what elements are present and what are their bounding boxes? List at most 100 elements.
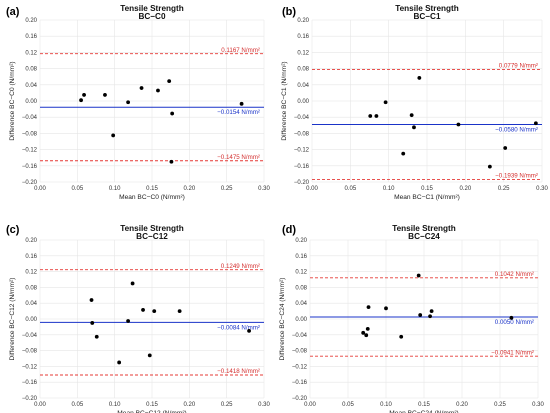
y-tick-label: 0.16	[295, 254, 307, 260]
grid-lines	[39, 19, 265, 183]
y-tick-label: 0.00	[25, 317, 37, 323]
data-point	[94, 334, 99, 339]
y-tick-label: 0.08	[297, 67, 309, 73]
x-tick-label: 0.25	[498, 186, 510, 192]
grid-lines	[309, 239, 539, 399]
data-point	[156, 88, 160, 93]
y-tick-label: −0.12	[294, 148, 310, 154]
x-tick-label: 0.15	[418, 402, 430, 408]
y-tick-label: −0.04	[22, 115, 38, 121]
x-tick-label: 0.25	[494, 402, 506, 408]
data-point	[239, 101, 244, 106]
y-tick-label: −0.16	[292, 380, 308, 386]
data-point	[89, 298, 94, 302]
y-tick-label: −0.16	[22, 380, 38, 386]
x-tick-label: 0.00	[304, 402, 316, 408]
chart-title: Tensile Strength	[120, 4, 184, 13]
data-point	[139, 86, 144, 90]
y-axis-label: Difference BC−C1 (N/mm²)	[281, 61, 288, 140]
chart-title: Tensile Strength	[120, 224, 184, 233]
panel-label: (b)	[282, 6, 296, 18]
data-point	[126, 319, 131, 323]
data-point	[130, 281, 135, 286]
x-tick-label: 0.25	[221, 186, 233, 192]
data-point	[90, 321, 95, 325]
y-tick-label: 0.20	[295, 238, 307, 244]
y-tick-label: −0.12	[22, 148, 38, 154]
data-point	[167, 79, 172, 84]
y-tick-label: 0.00	[297, 99, 309, 105]
data-point	[417, 76, 422, 80]
data-point	[147, 353, 152, 358]
data-point	[364, 333, 369, 338]
panel-label: (d)	[282, 224, 296, 236]
x-tick-label: 0.20	[456, 402, 468, 408]
y-tick-label: 0.20	[297, 18, 309, 24]
x-tick-label: 0.30	[258, 402, 270, 408]
x-tick-label: 0.10	[109, 186, 121, 192]
y-tick-label: −0.04	[292, 333, 308, 339]
data-point	[374, 114, 379, 118]
data-point	[456, 122, 461, 127]
x-tick-label: 0.30	[258, 186, 270, 192]
mean-difference-label: −0.0154 N/mm²	[217, 109, 260, 116]
y-tick-label: 0.12	[295, 270, 307, 276]
y-tick-label: −0.04	[22, 333, 38, 339]
y-tick-label: 0.04	[25, 301, 37, 307]
data-point	[103, 93, 107, 97]
data-point	[509, 315, 514, 320]
data-point	[117, 360, 122, 365]
data-point	[152, 309, 157, 313]
lower-loa-label: −0.1418 N/mm²	[217, 368, 260, 375]
y-tick-label: −0.04	[294, 115, 310, 121]
x-tick-label: 0.10	[109, 402, 121, 408]
x-tick-label: 0.20	[459, 186, 471, 192]
data-point	[428, 314, 432, 319]
y-tick-label: −0.08	[22, 131, 38, 137]
y-tick-label: −0.20	[22, 180, 38, 186]
x-axis-label: Mean BC−C1 (N/mm²)	[394, 194, 460, 201]
y-tick-label: −0.16	[22, 164, 38, 170]
data-point	[177, 309, 182, 313]
chart-title: Tensile Strength	[392, 224, 456, 233]
y-tick-label: 0.08	[25, 67, 37, 73]
data-point	[533, 121, 538, 126]
x-tick-label: 0.10	[380, 402, 392, 408]
data-point	[368, 114, 373, 118]
x-tick-label: 0.00	[34, 402, 46, 408]
y-tick-label: −0.08	[294, 131, 310, 137]
x-tick-label: 0.15	[146, 402, 158, 408]
data-point	[111, 133, 116, 138]
y-tick-label: 0.16	[25, 254, 37, 260]
x-tick-label: 0.05	[342, 402, 354, 408]
y-tick-label: 0.04	[295, 301, 307, 307]
data-point	[79, 98, 83, 103]
chart-subtitle: BC−C1	[413, 12, 441, 21]
y-tick-label: −0.08	[22, 349, 38, 355]
data-point	[416, 273, 421, 278]
y-axis-label: Difference BC−C0 (N/mm²)	[9, 61, 16, 140]
data-point	[412, 125, 416, 130]
x-tick-label: 0.05	[344, 186, 356, 192]
chart-panel-3: 0.20 0.16 0.12 0.08 0.04 0.00 −0.04 −0.08 −0.12 −…	[6, 224, 270, 413]
lower-loa-label: −0.0941 N/mm²	[491, 349, 534, 356]
y-tick-label: 0.12	[25, 270, 37, 276]
y-tick-label: −0.20	[294, 180, 310, 186]
data-point	[429, 309, 434, 313]
data-point	[487, 164, 492, 169]
chart-subtitle: BC−C24	[408, 232, 440, 241]
x-tick-label: 0.10	[383, 186, 395, 192]
chart-panel-4: 0.20 0.16 0.12 0.08 0.04 0.00 −0.04 −0.08 −0.12 −…	[279, 224, 544, 413]
y-tick-label: −0.20	[292, 396, 308, 402]
x-tick-label: 0.00	[34, 186, 46, 192]
data-point	[365, 326, 370, 331]
data-point	[503, 146, 508, 150]
mean-difference-label: 0.0050 N/mm²	[495, 319, 534, 326]
data-point	[170, 111, 175, 116]
data-point	[126, 100, 131, 105]
data-point	[418, 313, 423, 317]
data-point	[247, 328, 251, 333]
data-point	[82, 93, 86, 97]
x-tick-label: 0.25	[221, 402, 233, 408]
x-tick-label: 0.30	[536, 186, 548, 192]
